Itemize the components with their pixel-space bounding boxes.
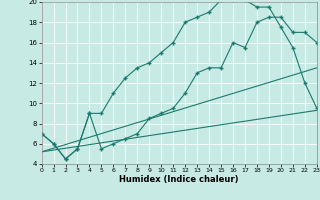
X-axis label: Humidex (Indice chaleur): Humidex (Indice chaleur) bbox=[119, 175, 239, 184]
